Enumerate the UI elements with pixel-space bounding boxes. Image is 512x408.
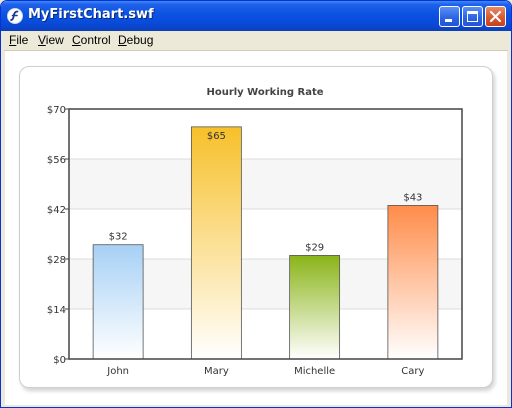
category-labels: John Mary Michelle Cary xyxy=(106,366,424,377)
category-label: John xyxy=(106,366,129,377)
menu-control-mnemonic: C xyxy=(72,33,81,47)
menu-file[interactable]: File xyxy=(9,33,28,47)
minimize-button[interactable] xyxy=(439,6,460,27)
bars xyxy=(92,126,439,360)
category-label: Mary xyxy=(204,366,229,377)
value-label: $32 xyxy=(109,232,128,243)
menu-view-label: iew xyxy=(45,33,64,47)
category-label: Michelle xyxy=(294,366,335,377)
y-tick-label: $14 xyxy=(47,305,66,316)
minimize-icon xyxy=(445,19,452,22)
bar-john[interactable] xyxy=(92,244,144,360)
menu-bar: File View Control Debug xyxy=(4,31,508,51)
y-tick-label: $70 xyxy=(47,105,66,116)
grid-band xyxy=(69,159,462,209)
chart-panel: Hourly Working Rate $0 $14 $28 $42 $56 $70 $3… xyxy=(19,66,493,388)
y-tick-label: $42 xyxy=(47,205,66,216)
value-label: $65 xyxy=(207,131,226,142)
y-tick-label: $28 xyxy=(47,255,66,266)
menu-debug-label: ebug xyxy=(126,33,154,47)
menu-control-label: ontrol xyxy=(80,33,111,47)
menu-control[interactable]: Control xyxy=(72,33,111,47)
bar-michelle[interactable] xyxy=(289,255,341,360)
value-label: $29 xyxy=(305,242,324,253)
plot-frame xyxy=(68,108,463,360)
menu-file-label: ile xyxy=(16,33,29,47)
close-button[interactable] xyxy=(485,6,506,27)
y-axis-ticks: $0 $14 $28 $42 $56 $70 xyxy=(47,105,69,366)
close-icon xyxy=(489,10,502,23)
chart-title: Hourly Working Rate xyxy=(206,87,323,98)
maximize-button[interactable] xyxy=(462,6,483,27)
title-bar[interactable]: MyFirstChart.swf xyxy=(1,1,511,31)
maximize-icon xyxy=(467,11,478,22)
flash-stage: Hourly Working Rate $0 $14 $28 $42 $56 $70 $3… xyxy=(5,51,507,405)
bar-cary[interactable] xyxy=(387,205,439,360)
menu-file-mnemonic: F xyxy=(9,33,17,47)
menu-view-mnemonic: V xyxy=(38,33,46,47)
bar-chart: Hourly Working Rate $0 $14 $28 $42 $56 $70 $3… xyxy=(47,87,463,377)
value-label: $43 xyxy=(403,192,422,203)
y-tick-label: $56 xyxy=(47,155,66,166)
menu-debug-mnemonic: D xyxy=(118,33,127,47)
y-tick-label: $0 xyxy=(53,355,66,366)
value-labels: $32 $65 $29 $43 xyxy=(109,131,423,254)
category-label: Cary xyxy=(401,366,424,377)
flash-player-icon xyxy=(7,8,23,24)
menu-view[interactable]: View xyxy=(38,33,64,47)
bar-mary[interactable] xyxy=(190,126,242,360)
menu-debug[interactable]: Debug xyxy=(118,33,153,47)
window-title: MyFirstChart.swf xyxy=(28,7,154,22)
